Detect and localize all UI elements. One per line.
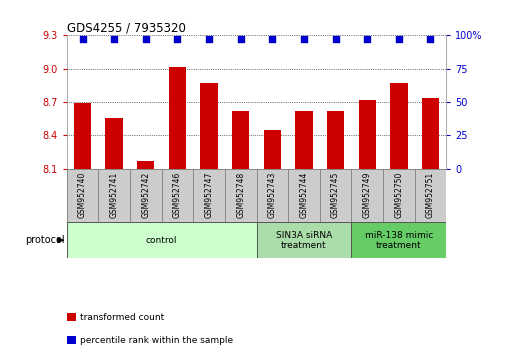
Bar xyxy=(422,98,439,169)
Text: GSM952749: GSM952749 xyxy=(363,171,372,218)
Point xyxy=(300,36,308,42)
Point xyxy=(394,36,403,42)
Text: GSM952751: GSM952751 xyxy=(426,171,435,218)
Point xyxy=(268,36,277,42)
Text: GSM952745: GSM952745 xyxy=(331,171,340,218)
Bar xyxy=(169,67,186,169)
Point xyxy=(110,36,118,42)
Text: GSM952746: GSM952746 xyxy=(173,171,182,218)
Text: GSM952743: GSM952743 xyxy=(268,171,277,218)
Bar xyxy=(256,222,351,258)
Text: miR-138 mimic
treatment: miR-138 mimic treatment xyxy=(365,230,433,250)
Bar xyxy=(67,222,256,258)
Point xyxy=(78,36,87,42)
Point xyxy=(363,36,371,42)
Point xyxy=(426,36,435,42)
Bar xyxy=(106,118,123,169)
Bar xyxy=(264,130,281,169)
Bar xyxy=(390,83,407,169)
Bar xyxy=(201,83,218,169)
Text: protocol: protocol xyxy=(26,235,65,245)
Text: GDS4255 / 7935320: GDS4255 / 7935320 xyxy=(67,21,186,34)
Bar xyxy=(351,222,446,258)
Text: GSM952741: GSM952741 xyxy=(110,171,119,218)
Point xyxy=(142,36,150,42)
Point xyxy=(236,36,245,42)
Point xyxy=(173,36,182,42)
Bar xyxy=(359,100,376,169)
Text: control: control xyxy=(146,236,177,245)
Point xyxy=(205,36,213,42)
Bar xyxy=(232,111,249,169)
Text: GSM952744: GSM952744 xyxy=(300,171,308,218)
Text: GSM952747: GSM952747 xyxy=(205,171,213,218)
Text: SIN3A siRNA
treatment: SIN3A siRNA treatment xyxy=(276,230,332,250)
Point xyxy=(331,36,340,42)
Text: GSM952740: GSM952740 xyxy=(78,171,87,218)
Bar xyxy=(327,111,344,169)
Text: GSM952748: GSM952748 xyxy=(236,171,245,218)
Text: GSM952742: GSM952742 xyxy=(141,171,150,218)
Text: GSM952750: GSM952750 xyxy=(394,171,403,218)
Text: percentile rank within the sample: percentile rank within the sample xyxy=(80,336,232,345)
Bar xyxy=(137,161,154,169)
Bar xyxy=(295,111,312,169)
Text: transformed count: transformed count xyxy=(80,313,164,322)
Bar xyxy=(74,103,91,169)
